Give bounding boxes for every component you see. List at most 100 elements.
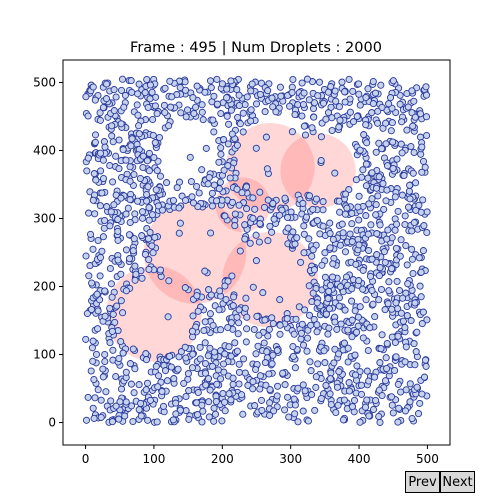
droplet — [218, 110, 224, 116]
droplet — [353, 261, 359, 267]
droplet — [92, 132, 98, 138]
droplet — [147, 96, 153, 102]
droplet — [236, 202, 242, 208]
droplet — [263, 134, 269, 140]
droplet — [129, 136, 135, 142]
droplet — [193, 104, 199, 110]
droplet — [294, 235, 300, 241]
droplet — [253, 366, 259, 372]
droplet — [142, 90, 148, 96]
droplet — [199, 109, 205, 115]
prev-button[interactable]: Prev — [405, 471, 440, 493]
droplet — [123, 157, 129, 163]
droplet — [308, 322, 314, 328]
droplet — [277, 297, 283, 303]
y-tick-label: 400 — [33, 143, 56, 157]
droplet — [196, 190, 202, 196]
droplet — [374, 231, 380, 237]
droplet — [107, 265, 113, 271]
droplet — [384, 187, 390, 193]
droplet — [202, 340, 208, 346]
droplet — [248, 88, 254, 94]
droplet — [139, 233, 145, 239]
droplet — [199, 167, 205, 173]
droplet — [410, 123, 416, 129]
droplet — [83, 94, 89, 100]
droplet — [351, 397, 357, 403]
droplet — [149, 212, 155, 218]
droplet — [384, 236, 390, 242]
droplet — [210, 322, 216, 328]
droplet — [239, 392, 245, 398]
droplet — [103, 389, 109, 395]
droplet — [290, 343, 296, 349]
droplet — [309, 125, 315, 131]
droplet — [226, 344, 232, 350]
droplet — [329, 115, 335, 121]
droplet — [230, 375, 236, 381]
droplet — [389, 334, 395, 340]
droplet — [127, 219, 133, 225]
droplet — [186, 416, 192, 422]
droplet — [357, 102, 363, 108]
droplet — [409, 415, 415, 421]
droplet — [355, 314, 361, 320]
droplet — [88, 368, 94, 374]
droplet — [120, 147, 126, 153]
droplet — [264, 166, 270, 172]
droplet — [282, 195, 288, 201]
droplet — [363, 122, 369, 128]
droplet — [175, 366, 181, 372]
droplet — [392, 367, 398, 373]
droplet — [242, 222, 248, 228]
droplet — [277, 331, 283, 337]
droplet — [292, 112, 298, 118]
droplet — [226, 121, 232, 127]
droplet — [217, 288, 223, 294]
droplet — [327, 376, 333, 382]
droplet — [236, 361, 242, 367]
droplet — [110, 311, 116, 317]
droplet — [423, 92, 429, 98]
droplet — [176, 230, 182, 236]
droplet — [362, 404, 368, 410]
droplet — [250, 284, 256, 290]
droplet — [349, 286, 355, 292]
droplet — [218, 151, 224, 157]
droplet — [304, 335, 310, 341]
droplet — [200, 408, 206, 414]
droplet — [409, 228, 415, 234]
droplet — [136, 123, 142, 129]
droplet — [214, 198, 220, 204]
droplet — [292, 365, 298, 371]
droplet — [329, 127, 335, 133]
droplet — [388, 394, 394, 400]
droplet — [370, 78, 376, 84]
droplet — [187, 154, 193, 160]
droplet — [129, 89, 135, 95]
droplet — [292, 411, 298, 417]
droplet — [113, 373, 119, 379]
droplet — [152, 103, 158, 109]
droplet — [257, 386, 263, 392]
next-button[interactable]: Next — [440, 471, 475, 493]
droplet — [167, 78, 173, 84]
droplet — [358, 382, 364, 388]
droplet — [194, 83, 200, 89]
droplet — [303, 214, 309, 220]
droplet — [415, 411, 421, 417]
droplet — [320, 223, 326, 229]
droplet — [347, 109, 353, 115]
droplet — [373, 397, 379, 403]
droplet — [407, 381, 413, 387]
droplet — [308, 368, 314, 374]
x-tick-label: 400 — [348, 452, 371, 466]
droplet — [197, 356, 203, 362]
droplet — [365, 347, 371, 353]
droplet — [90, 197, 96, 203]
droplet — [334, 384, 340, 390]
droplet — [225, 324, 231, 330]
droplet — [399, 192, 405, 198]
droplet — [356, 81, 362, 87]
droplet — [236, 102, 242, 108]
